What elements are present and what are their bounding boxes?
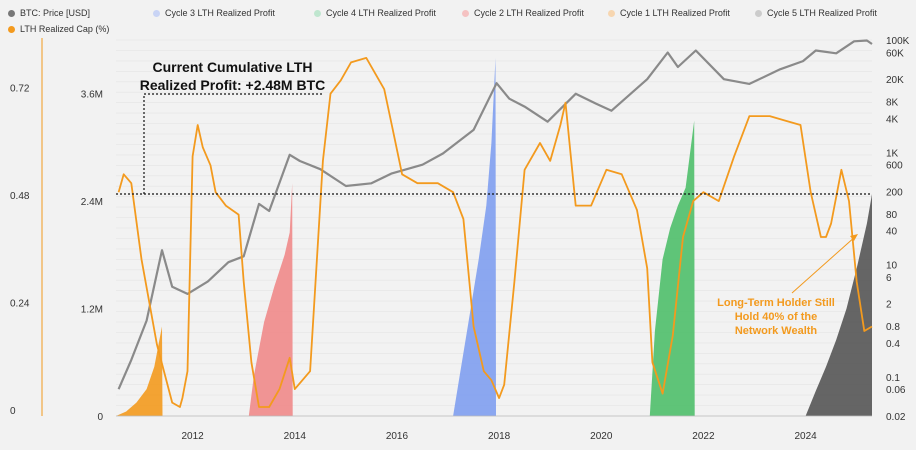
legend-item[interactable]: Cycle 3 LTH Realized Profit — [153, 8, 275, 18]
legend-dot-icon — [314, 9, 321, 17]
callout-annotation: Long-Term Holder Still Hold 40% of the N… — [717, 297, 835, 337]
legend-label: BTC: Price [USD] — [20, 8, 91, 18]
cycle-area-4 — [649, 120, 695, 416]
legend-item[interactable]: BTC: Price [USD] — [8, 8, 90, 18]
price-tick-label: 600 — [886, 161, 903, 172]
pct-tick-label: 0.72 — [10, 84, 30, 95]
legend-label: Cycle 4 LTH Realized Profit — [326, 8, 436, 18]
x-tick-label: 2014 — [284, 431, 307, 442]
price-tick-label: 40 — [886, 227, 898, 238]
legend-dot-icon — [462, 9, 469, 17]
price-tick-label: 0.8 — [886, 322, 900, 333]
x-tick-label: 2022 — [692, 431, 715, 442]
price-tick-label: 4K — [886, 114, 899, 125]
btc-tick-label: 1.2M — [81, 305, 103, 316]
callout-arrowhead — [850, 234, 858, 241]
legend-dot-icon — [8, 25, 15, 33]
price-tick-label: 0.02 — [886, 412, 906, 423]
callout-arrow — [791, 235, 857, 294]
price-tick-label: 6 — [886, 273, 892, 284]
pct-tick-label: 0.48 — [10, 191, 30, 202]
legend-item[interactable]: LTH Realized Cap (%) — [8, 24, 109, 34]
headline-annotation: Current Cumulative LTH Realized Profit: … — [139, 59, 326, 93]
price-tick-label: 1K — [886, 148, 899, 159]
legend-item[interactable]: Cycle 1 LTH Realized Profit — [608, 8, 730, 18]
price-tick-label: 0.4 — [886, 339, 900, 350]
legend-item[interactable]: Cycle 2 LTH Realized Profit — [462, 8, 584, 18]
price-tick-label: 20K — [886, 75, 904, 86]
legend: BTC: Price [USD] Cycle 3 LTH Realized Pro… — [8, 8, 916, 38]
cycle-area-3 — [453, 57, 496, 417]
x-tick-label: 2012 — [181, 431, 204, 442]
legend-dot-icon — [755, 9, 762, 17]
pct-tick-label: 0.24 — [10, 299, 30, 310]
reference-bracket — [143, 93, 322, 194]
btc-tick-label: 3.6M — [81, 90, 103, 101]
legend-dot-icon — [153, 9, 160, 17]
btc-tick-label: 0 — [97, 412, 103, 423]
price-tick-label: 8K — [886, 98, 899, 109]
price-tick-label: 80 — [886, 210, 898, 221]
price-tick-label: 0.1 — [886, 373, 900, 384]
legend-label: Cycle 5 LTH Realized Profit — [767, 8, 877, 18]
legend-dot-icon — [8, 9, 15, 17]
x-tick-label: 2024 — [794, 431, 817, 442]
cycle-area-1 — [116, 326, 163, 416]
price-tick-label: 0.06 — [886, 385, 906, 396]
cycle-area-5 — [805, 194, 872, 416]
x-tick-label: 2020 — [590, 431, 613, 442]
legend-item[interactable]: Cycle 5 LTH Realized Profit — [755, 8, 877, 18]
legend-label: Cycle 1 LTH Realized Profit — [620, 8, 730, 18]
btc-tick-label: 2.4M — [81, 197, 103, 208]
price-tick-label: 2 — [886, 300, 892, 311]
cycle-area-2 — [248, 183, 293, 416]
price-tick-label: 200 — [886, 187, 903, 198]
legend-label: LTH Realized Cap (%) — [20, 24, 110, 34]
btc-price-line — [117, 39, 873, 390]
legend-label: Cycle 2 LTH Realized Profit — [474, 8, 584, 18]
legend-label: Cycle 3 LTH Realized Profit — [165, 8, 275, 18]
price-tick-label: 100K — [886, 36, 910, 47]
legend-dot-icon — [608, 9, 615, 17]
legend-item[interactable]: Cycle 4 LTH Realized Profit — [314, 8, 436, 18]
lth-realized-cap-line — [117, 57, 873, 408]
x-tick-label: 2016 — [386, 431, 409, 442]
price-tick-label: 10 — [886, 261, 898, 272]
price-tick-label: 60K — [886, 48, 904, 59]
x-tick-label: 2018 — [488, 431, 511, 442]
pct-tick-label: 0 — [10, 406, 16, 417]
